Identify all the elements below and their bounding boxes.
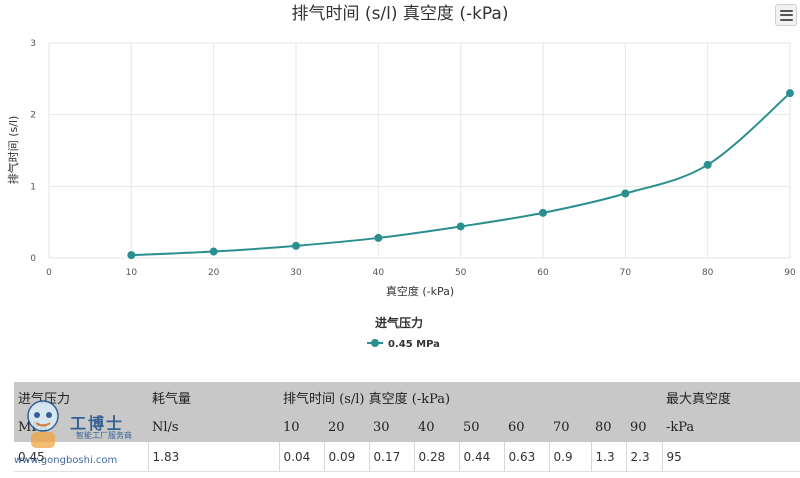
header-vacuum-level: 60	[504, 413, 549, 442]
x-tick-label: 30	[290, 268, 302, 278]
header-vacuum-level: 50	[459, 413, 504, 442]
spec-table: 进气压力 耗气量 排气时间 (s/l) 真空度 (-kPa) 最大真空度 MPa…	[14, 382, 800, 478]
legend-item[interactable]: 0.45 MPa	[367, 339, 440, 350]
cell-time: 1.3	[590, 442, 626, 472]
cell-time: 0.09	[323, 442, 369, 472]
data-point[interactable]	[456, 222, 465, 231]
data-point[interactable]	[209, 247, 218, 256]
cell-time: 0.44	[458, 442, 504, 472]
cell-time: 2.3	[625, 442, 662, 472]
x-axis-label: 真空度 (-kPa)	[386, 284, 454, 298]
table-header-row-1: 进气压力 耗气量 排气时间 (s/l) 真空度 (-kPa) 最大真空度	[14, 382, 800, 413]
header-exhaust-time: 排气时间 (s/l) 真空度 (-kPa)	[279, 382, 662, 413]
header-vacuum-level: 40	[414, 413, 459, 442]
header-consumption-unit: Nl/s	[148, 413, 279, 442]
cell-time: 0.17	[368, 442, 414, 472]
header-vacuum-level: 80	[591, 413, 626, 442]
y-tick-label: 1	[30, 182, 36, 192]
y-tick-label: 0	[30, 254, 36, 264]
x-tick-label: 20	[208, 268, 220, 278]
table-row: 0.45 1.83 0.04 0.09 0.17 0.28 0.44 0.63 …	[14, 442, 800, 472]
header-vacuum-level: 10	[279, 413, 324, 442]
x-tick-label: 60	[537, 268, 549, 278]
data-point[interactable]	[703, 160, 712, 169]
y-tick-label: 2	[30, 111, 36, 121]
header-vacuum-level: 30	[369, 413, 414, 442]
x-tick-label: 70	[620, 268, 632, 278]
data-point[interactable]	[621, 189, 630, 198]
x-tick-label: 40	[373, 268, 385, 278]
hamburger-menu-icon	[779, 9, 793, 21]
cell-time: 0.28	[413, 442, 459, 472]
header-intake-unit: MPa	[14, 413, 148, 442]
data-point[interactable]	[127, 251, 136, 260]
data-point[interactable]	[292, 241, 300, 250]
cell-consumption: 1.83	[147, 442, 279, 472]
header-vacuum-level: 20	[324, 413, 369, 442]
legend-title: 进气压力	[375, 315, 423, 330]
header-air-consumption: 耗气量	[148, 382, 279, 413]
x-tick-label: 50	[455, 268, 467, 278]
chart-menu-button[interactable]	[775, 4, 797, 26]
header-vacuum-level: 70	[549, 413, 591, 442]
chart-title: 排气时间 (s/l) 真空度 (-kPa)	[292, 4, 509, 24]
x-tick-label: 90	[784, 268, 796, 278]
data-point[interactable]	[539, 208, 547, 217]
cell-pressure: 0.45	[14, 442, 148, 472]
header-vacuum-level: 90	[626, 413, 662, 442]
cell-time: 0.04	[278, 442, 324, 472]
x-tick-label: 0	[46, 268, 52, 278]
legend-marker	[371, 339, 379, 347]
table-header-row-2: MPa Nl/s 10 20 30 40 50 60 70 80 90 -kPa	[14, 413, 800, 442]
x-tick-label: 80	[702, 268, 714, 278]
cell-max-vacuum: 95	[661, 442, 800, 472]
cell-time: 0.9	[548, 442, 591, 472]
header-max-unit: -kPa	[662, 413, 800, 442]
y-axis-label: 排气时间 (s/l)	[6, 116, 20, 185]
x-tick-label: 10	[126, 268, 138, 278]
header-max-vacuum: 最大真空度	[662, 382, 800, 413]
line-chart: 排气时间 (s/l) 真空度 (-kPa) 0 10 20 30 40 50 60 70 80 9…	[6, 4, 796, 350]
y-tick-label: 3	[30, 39, 36, 49]
legend-label: 0.45 MPa	[388, 339, 440, 350]
data-point[interactable]	[786, 89, 794, 98]
cell-time: 0.63	[503, 442, 549, 472]
chart-area: 排气时间 (s/l) 真空度 (-kPa) 0 10 20 30 40 50 60 70 80 9…	[6, 4, 797, 350]
data-point[interactable]	[374, 233, 383, 242]
header-intake-pressure: 进气压力	[14, 382, 148, 413]
